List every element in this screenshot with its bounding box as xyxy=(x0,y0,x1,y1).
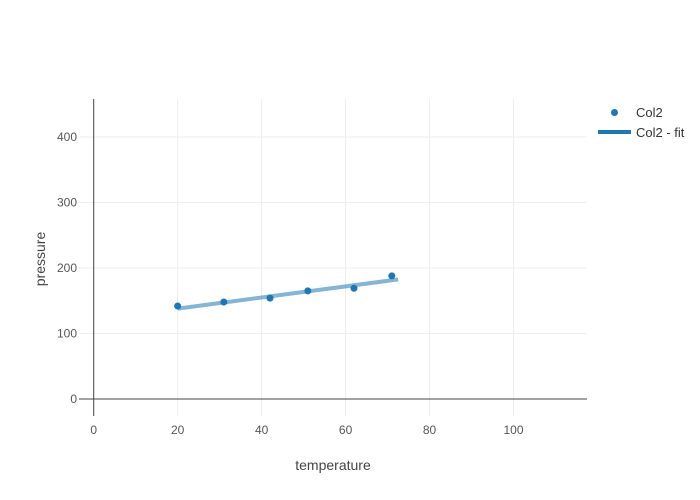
x-tick-label: 80 xyxy=(423,423,437,437)
legend-swatch xyxy=(598,108,631,116)
legend: Col2 Col2 - fit xyxy=(598,102,684,142)
fit-line-icon xyxy=(598,130,631,134)
legend-label-col2-fit: Col2 - fit xyxy=(636,124,685,140)
y-tick-label: 300 xyxy=(57,195,77,209)
legend-item-col2-fit[interactable]: Col2 - fit xyxy=(598,122,684,142)
legend-swatch xyxy=(598,130,631,134)
x-tick-label: 20 xyxy=(171,423,185,437)
scatter-marker-icon xyxy=(611,108,618,116)
x-axis-title: temperature xyxy=(295,457,371,473)
y-tick-label: 0 xyxy=(70,392,77,406)
x-tick-label: 100 xyxy=(504,423,524,437)
x-tick-label: 60 xyxy=(339,423,353,437)
y-axis-title: pressure xyxy=(32,231,48,287)
legend-item-col2[interactable]: Col2 xyxy=(598,102,684,122)
data-point[interactable] xyxy=(388,272,396,280)
x-tick-label: 40 xyxy=(255,423,269,437)
y-tick-label: 400 xyxy=(57,130,77,144)
legend-label-col2: Col2 xyxy=(636,104,663,120)
y-tick-label: 200 xyxy=(57,261,77,275)
fit-line[interactable] xyxy=(177,277,399,311)
x-tick-label: 0 xyxy=(90,423,97,437)
y-tick-label: 100 xyxy=(57,326,77,340)
